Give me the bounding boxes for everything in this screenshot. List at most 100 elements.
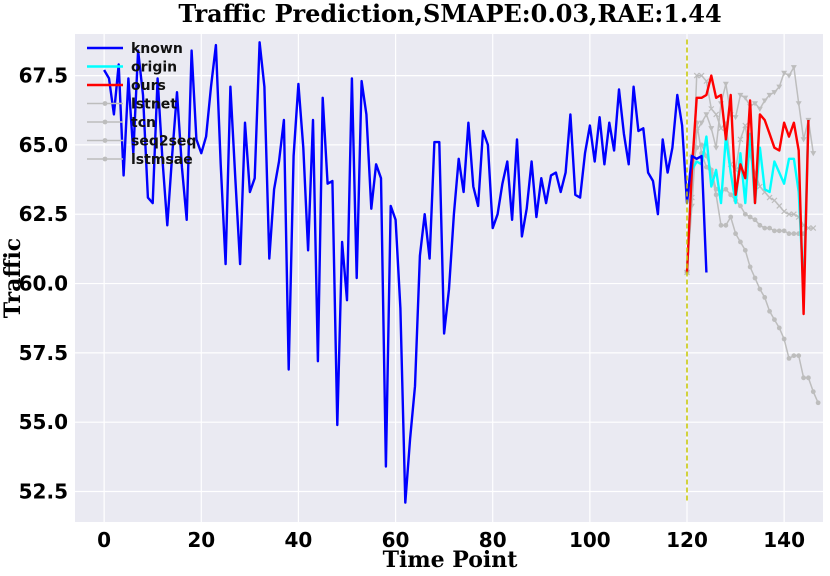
marker-lstnet-16 bbox=[762, 295, 768, 300]
marker-tcn-11 bbox=[737, 92, 744, 98]
marker-lstnet-20 bbox=[781, 336, 787, 342]
y-tick-label-62.5: 62.5 bbox=[19, 202, 68, 226]
marker-tcn-8 bbox=[722, 81, 729, 87]
legend-item-known: known bbox=[87, 41, 183, 57]
marker-lstmsae-15 bbox=[757, 222, 763, 228]
marker-tcn-20 bbox=[781, 70, 788, 76]
legend-label-lstmsae: lstmsae bbox=[131, 152, 193, 168]
legend-label-tcn: tcn bbox=[131, 115, 156, 131]
marker-tcn-26 bbox=[810, 151, 817, 157]
legend-item-tcn: tcn bbox=[87, 115, 156, 131]
marker-lstnet-22 bbox=[791, 353, 797, 359]
x-tick-label-20: 20 bbox=[187, 528, 215, 552]
y-tick-label-65: 65.0 bbox=[19, 133, 68, 157]
series-line-ours bbox=[685, 74, 810, 316]
marker-lstnet-13 bbox=[747, 264, 753, 270]
marker-tcn-19 bbox=[776, 84, 783, 90]
x-tick-label-140: 140 bbox=[763, 528, 805, 552]
marker-tcn-10 bbox=[732, 115, 739, 121]
y-axis-ticks: 52.5 55.0 57.5 60.0 62.5 65.0 67.5 bbox=[19, 64, 68, 504]
marker-tcn-24 bbox=[800, 137, 807, 143]
y-tick-label-57.5: 57.5 bbox=[19, 341, 68, 365]
marker-lstnet-25 bbox=[806, 375, 811, 381]
marker-lstmsae-12 bbox=[742, 211, 748, 217]
y-tick-label-60: 60.0 bbox=[19, 272, 68, 296]
marker-seq2seq-12 bbox=[742, 122, 749, 129]
marker-tcn-14 bbox=[752, 101, 758, 107]
marker-lstmsae-3 bbox=[699, 142, 704, 148]
x-tick-label-100: 100 bbox=[569, 528, 611, 552]
chart-title: Traffic Prediction,SMAPE:0.03,RAE:1.44 bbox=[178, 0, 721, 28]
grid-lines bbox=[75, 34, 823, 522]
legend-label-known: known bbox=[131, 41, 183, 57]
marker-lstnet-18 bbox=[772, 317, 777, 322]
x-tick-label-40: 40 bbox=[285, 528, 313, 552]
series-line-known bbox=[103, 41, 708, 504]
marker-lstnet-6 bbox=[713, 192, 719, 198]
y-axis-label: Traffic bbox=[0, 238, 26, 318]
y-tick-label-55: 55.0 bbox=[19, 410, 68, 434]
marker-lstnet-17 bbox=[767, 308, 772, 314]
marker-seq2seq-20 bbox=[781, 208, 788, 215]
series-ours bbox=[685, 74, 810, 316]
marker-seq2seq-6 bbox=[713, 111, 720, 118]
marker-lstmsae-19 bbox=[776, 228, 782, 234]
marker-tcn-12 bbox=[742, 95, 749, 101]
series-origin bbox=[685, 119, 810, 294]
marker-lstnet-27 bbox=[815, 400, 821, 406]
marker-lstmsae-17 bbox=[767, 225, 772, 231]
x-tick-label-0: 0 bbox=[97, 528, 111, 552]
marker-tcn-15 bbox=[756, 106, 763, 112]
marker-tcn-3 bbox=[698, 120, 705, 126]
marker-lstnet-26 bbox=[810, 389, 816, 395]
marker-lstmsae-2 bbox=[694, 145, 700, 151]
legend-item-lstmsae: lstmsae bbox=[87, 152, 193, 168]
marker-tcn-16 bbox=[761, 98, 768, 104]
legend-item-seq2seq: seq2seq bbox=[87, 134, 196, 150]
marker-lstmsae-8 bbox=[723, 186, 729, 192]
marker-seq2seq-26 bbox=[810, 225, 817, 232]
marker-seq2seq-11 bbox=[737, 136, 744, 143]
marker-lstmsae-16 bbox=[762, 225, 768, 231]
marker-seq2seq-15 bbox=[756, 183, 763, 190]
marker-tcn-18 bbox=[771, 90, 778, 96]
legend-label-ours: ours bbox=[131, 78, 166, 94]
legend-label-seq2seq: seq2seq bbox=[131, 134, 196, 150]
y-tick-label-52.5: 52.5 bbox=[19, 480, 68, 504]
marker-tcn-5 bbox=[708, 126, 715, 132]
marker-lstnet-14 bbox=[752, 275, 758, 281]
marker-seq2seq-22 bbox=[790, 211, 797, 218]
x-tick-label-80: 80 bbox=[479, 528, 507, 552]
legend-label-origin: origin bbox=[131, 60, 177, 76]
marker-lstnet-15 bbox=[757, 286, 763, 292]
x-tick-label-60: 60 bbox=[382, 528, 410, 552]
series-layer bbox=[103, 41, 821, 504]
marker-seq2seq-19 bbox=[776, 202, 783, 209]
marker-tcn-4 bbox=[703, 112, 710, 118]
marker-lstmsae-20 bbox=[781, 228, 787, 234]
x-axis-ticks: 0 20 40 60 80 100 120 140 bbox=[97, 528, 805, 552]
marker-lstmsae-13 bbox=[747, 214, 753, 220]
marker-lstnet-7 bbox=[718, 222, 724, 228]
marker-lstmsae-6 bbox=[713, 186, 719, 192]
marker-tcn-23 bbox=[795, 101, 802, 107]
marker-lstmsae-21 bbox=[786, 231, 792, 237]
marker-lstnet-23 bbox=[796, 353, 802, 359]
marker-lstnet-9 bbox=[728, 214, 734, 220]
legend-marker-lstnet bbox=[102, 101, 108, 106]
marker-lstmsae-18 bbox=[772, 228, 777, 234]
legend-label-lstnet: lstnet bbox=[131, 97, 177, 113]
x-tick-label-120: 120 bbox=[666, 528, 708, 552]
marker-tcn-21 bbox=[786, 73, 792, 79]
marker-lstmsae-14 bbox=[752, 217, 758, 223]
legend-item-ours: ours bbox=[87, 78, 166, 94]
legend-marker-lstmsae bbox=[102, 156, 108, 162]
legend: known origin ours lstnet tcn seq2seq lstmsae bbox=[87, 41, 196, 168]
legend-item-lstnet: lstnet bbox=[87, 97, 177, 113]
legend-marker-seq2seq bbox=[102, 138, 108, 143]
marker-lstnet-12 bbox=[742, 247, 748, 253]
legend-item-origin: origin bbox=[87, 60, 177, 76]
marker-seq2seq-17 bbox=[766, 194, 773, 201]
marker-lstmsae-11 bbox=[738, 203, 743, 209]
